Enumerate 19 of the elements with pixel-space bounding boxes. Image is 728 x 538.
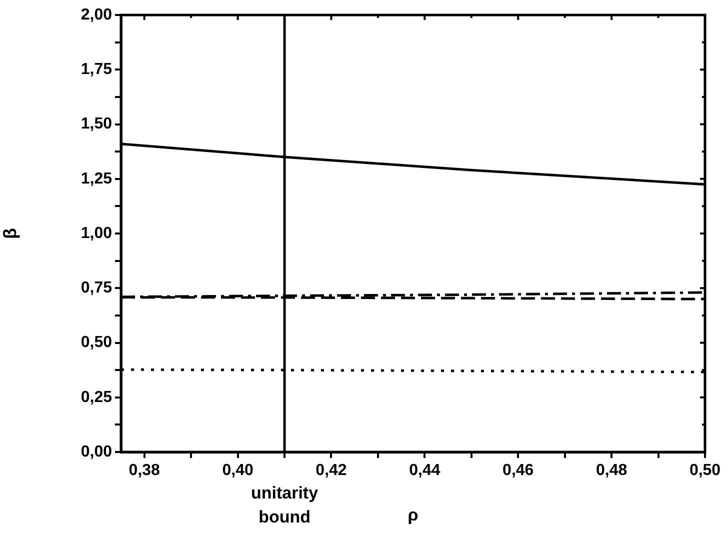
ref-line-label: unitarity bound bbox=[250, 484, 319, 527]
y-tick-label: 1,75 bbox=[80, 61, 112, 78]
x-tick-label: 0,50 bbox=[689, 462, 721, 480]
y-tick-label: 0,25 bbox=[80, 388, 112, 406]
x-tick-label: 0,46 bbox=[502, 462, 534, 480]
x-axis-title: ρ bbox=[408, 505, 418, 524]
y-tick-label: 2,00 bbox=[80, 6, 112, 24]
y-tick-label: 1,00 bbox=[80, 224, 112, 242]
x-tick-label: 0,40 bbox=[222, 462, 254, 480]
x-tick-label: 0,48 bbox=[596, 462, 628, 480]
y-tick-label: 1,50 bbox=[80, 116, 112, 133]
y-axis-title: β bbox=[0, 228, 20, 239]
x-tick-label: 0,44 bbox=[409, 462, 440, 480]
y-tick-label: 0,50 bbox=[80, 334, 112, 352]
x-tick-label: 0,38 bbox=[128, 462, 160, 480]
x-tick-label: 0,42 bbox=[316, 462, 347, 480]
y-tick-label: 1,25 bbox=[80, 170, 112, 188]
y-tick-label: 0,00 bbox=[80, 443, 112, 460]
y-tick-label: 0,75 bbox=[80, 280, 112, 297]
